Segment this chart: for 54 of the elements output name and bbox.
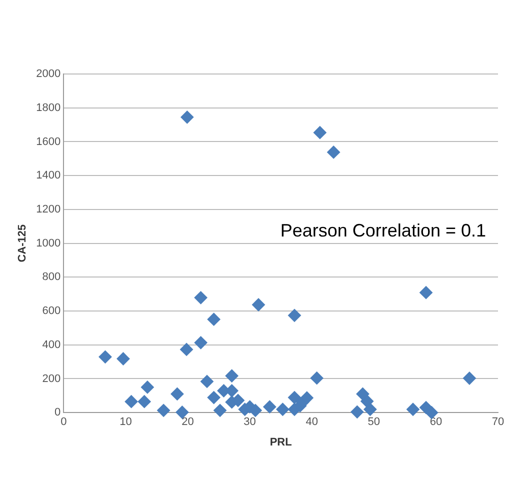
point bbox=[214, 404, 227, 417]
x-tick-label: 10 bbox=[120, 416, 132, 428]
point bbox=[420, 286, 433, 300]
point bbox=[310, 372, 324, 385]
y-tick-label: 200 bbox=[42, 372, 61, 385]
y-tick-label: 0 bbox=[54, 406, 61, 419]
point bbox=[194, 291, 208, 304]
y-tick-label: 800 bbox=[42, 271, 61, 284]
point bbox=[276, 402, 290, 416]
point bbox=[207, 312, 220, 326]
point bbox=[180, 110, 194, 124]
annotation: Pearson Correlation = 0.1 bbox=[280, 220, 486, 240]
point bbox=[225, 369, 238, 382]
point bbox=[138, 395, 151, 408]
point bbox=[300, 391, 314, 404]
y-tick-label: 1400 bbox=[36, 170, 61, 182]
point bbox=[462, 372, 476, 385]
point bbox=[288, 391, 301, 404]
y-tick-label: 1800 bbox=[36, 102, 61, 114]
y-tick-label: 1600 bbox=[36, 136, 61, 148]
y-tick-label: 1200 bbox=[36, 203, 61, 216]
x-tick-label: 30 bbox=[244, 416, 256, 428]
y-axis-title: CA-125 bbox=[16, 224, 29, 262]
point bbox=[252, 298, 265, 312]
point bbox=[288, 308, 301, 322]
point bbox=[313, 126, 326, 140]
x-tick-label: 70 bbox=[492, 416, 504, 428]
y-tick-label: 400 bbox=[42, 338, 61, 351]
point bbox=[98, 350, 112, 364]
point bbox=[200, 374, 214, 388]
point bbox=[194, 336, 208, 350]
point bbox=[406, 402, 420, 416]
point bbox=[170, 387, 184, 400]
point bbox=[360, 394, 374, 408]
x-tick-label: 40 bbox=[306, 416, 318, 428]
y-tick-label: 600 bbox=[42, 305, 61, 318]
point bbox=[180, 342, 194, 356]
point bbox=[176, 406, 189, 419]
point bbox=[140, 380, 154, 394]
x-tick-label: 60 bbox=[430, 416, 442, 428]
x-tick-label: 50 bbox=[368, 416, 380, 428]
point bbox=[248, 404, 262, 417]
point bbox=[263, 400, 276, 414]
point bbox=[327, 146, 340, 159]
point bbox=[207, 391, 220, 404]
point bbox=[157, 404, 170, 417]
y-tick-label: 2000 bbox=[36, 68, 61, 80]
point bbox=[124, 395, 138, 408]
point bbox=[350, 405, 364, 418]
y-tick-label: 1000 bbox=[36, 237, 61, 250]
x-axis-title: PRL bbox=[270, 436, 292, 448]
point bbox=[364, 402, 377, 416]
point bbox=[116, 352, 130, 366]
x-tick-label: 20 bbox=[182, 416, 194, 428]
